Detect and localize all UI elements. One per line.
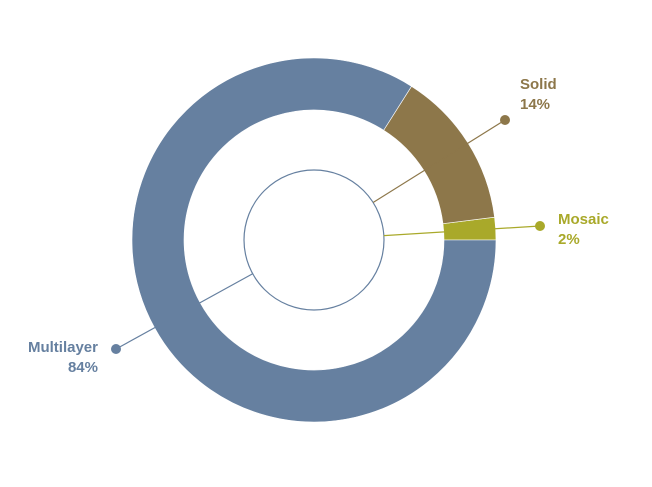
inner-ring [243, 169, 385, 311]
slice-solid [383, 85, 495, 225]
leader-dot-mosaic [535, 221, 545, 231]
slice-value-solid: 14% [520, 96, 550, 113]
leader-lines [111, 115, 545, 354]
slice-label-solid: Solid [520, 76, 557, 93]
slice-label-mosaic: Mosaic [558, 211, 609, 228]
slice-value-mosaic: 2% [558, 231, 580, 248]
donut-slices [131, 57, 497, 423]
leader-line-multilayer [115, 273, 253, 350]
slice-multilayer [131, 57, 497, 423]
leader-dot-multilayer [111, 344, 121, 354]
leader-dot-solid [500, 115, 510, 125]
leader-line-mosaic [383, 225, 541, 237]
slice-label-multilayer: Multilayer [28, 339, 98, 356]
slice-value-multilayer: 84% [68, 359, 98, 376]
leader-line-solid [372, 119, 506, 204]
slice-labels: Mosaic 2% Solid 14% Multilayer 84% [28, 76, 609, 376]
